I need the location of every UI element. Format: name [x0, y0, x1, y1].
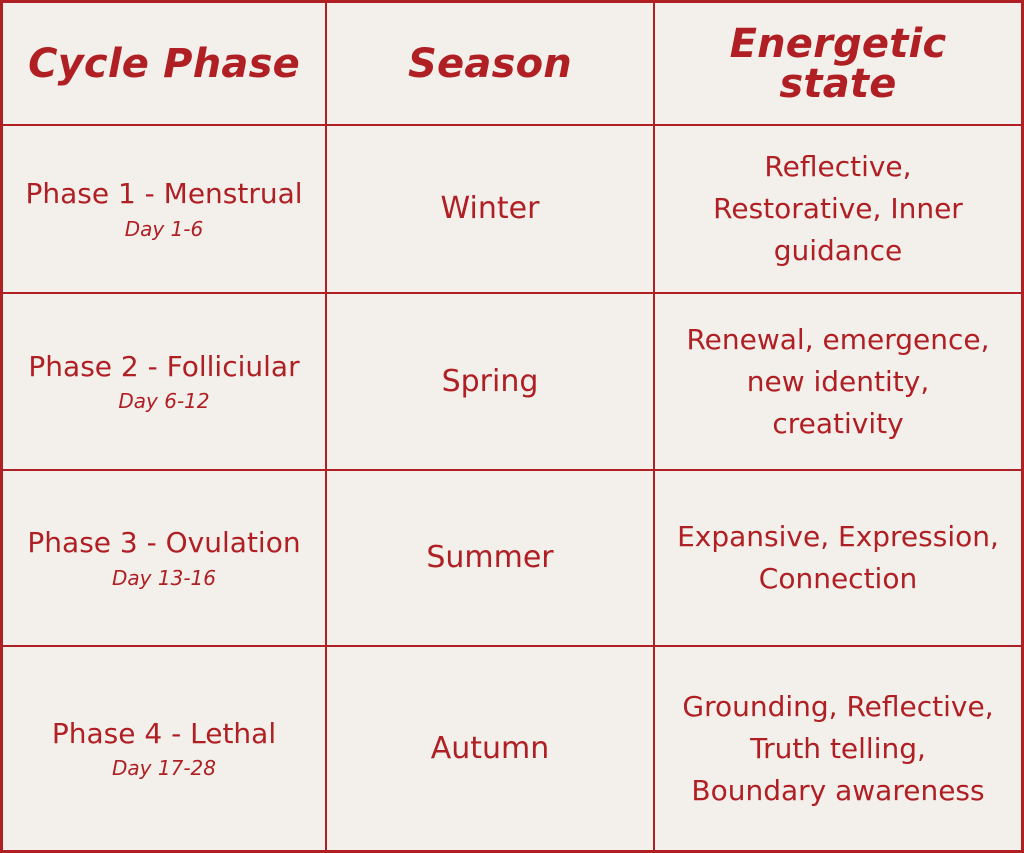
row-3-season: Summer: [426, 540, 554, 575]
row-3-season-cell: Summer: [327, 471, 655, 647]
row-3-energy-cell: Expansive, Expression, Connection: [655, 471, 1021, 647]
header-season-cell: Season: [327, 3, 655, 126]
header-season: Season: [408, 40, 572, 87]
row-2-energy-line-3: creativity: [772, 406, 904, 440]
row-1-energy-line-1: Reflective,: [764, 150, 912, 183]
row-4-energy-line-1: Grounding, Reflective,: [682, 689, 994, 723]
header-energetic-state-cell: Energetic state: [655, 3, 1021, 126]
row-2-energy-line-2: new identity,: [746, 364, 930, 398]
row-1-energy-line-3: guidance: [773, 234, 903, 267]
row-2-season-cell: Spring: [327, 294, 655, 471]
row-3-phase: Phase 3 - Ovulation: [27, 526, 301, 560]
row-3-energy-line-2: Connection: [758, 562, 918, 595]
row-2-phase: Phase 2 - Folliciular: [28, 349, 300, 383]
header-energetic-state: Energetic state: [729, 20, 947, 107]
row-2-energy-line-1: Renewal, emergence,: [686, 322, 990, 356]
row-2-energy-cell: Renewal, emergence, new identity, creati…: [655, 294, 1021, 471]
row-1-season-cell: Winter: [327, 126, 655, 294]
header-cycle-phase-cell: Cycle Phase: [3, 3, 327, 126]
row-4-phase-cell: Phase 4 - Lethal Day 17-28: [3, 647, 327, 850]
row-4-season-cell: Autumn: [327, 647, 655, 850]
row-1-phase: Phase 1 - Menstrual: [25, 177, 303, 211]
row-1-phase-cell: Phase 1 - Menstrual Day 1-6: [3, 126, 327, 294]
row-4-phase: Phase 4 - Lethal: [51, 716, 277, 750]
row-2-season: Spring: [441, 363, 539, 399]
row-3-energy-line-1: Expansive, Expression,: [677, 520, 999, 553]
row-1-day: Day 1-6: [124, 216, 204, 241]
row-4-season: Autumn: [430, 730, 550, 766]
row-1-season: Winter: [440, 191, 540, 226]
row-4-energy-cell: Grounding, Reflective, Truth telling, Bo…: [655, 647, 1021, 850]
row-4-energy-line-3: Boundary awareness: [691, 773, 985, 807]
row-3-phase-cell: Phase 3 - Ovulation Day 13-16: [3, 471, 327, 647]
header-cycle-phase: Cycle Phase: [28, 40, 300, 87]
row-3-day: Day 13-16: [112, 565, 216, 590]
row-2-phase-cell: Phase 2 - Folliciular Day 6-12: [3, 294, 327, 471]
row-1-energy-cell: Reflective, Restorative, Inner guidance: [655, 126, 1021, 294]
row-2-day: Day 6-12: [118, 389, 210, 414]
row-4-day: Day 17-28: [112, 756, 216, 781]
row-4-energy-line-2: Truth telling,: [750, 731, 926, 765]
table-grid: Cycle Phase Season Energetic state Phase…: [3, 3, 1021, 850]
row-1-energy-line-2: Restorative, Inner: [713, 192, 963, 225]
